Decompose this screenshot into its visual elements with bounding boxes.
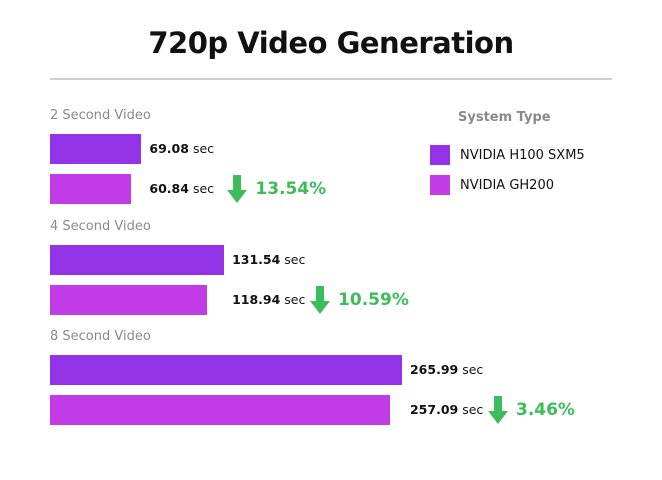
group-label: 4 Second Video — [50, 219, 151, 234]
legend-label-gh200: NVIDIA GH200 — [460, 177, 554, 193]
bar-gh200 — [50, 174, 131, 204]
arrow-down-icon — [227, 175, 248, 203]
legend-title: System Type — [458, 110, 551, 125]
value-unit: sec — [462, 362, 484, 377]
legend-swatch-h100 — [430, 145, 450, 165]
value-label: 265.99 sec — [410, 355, 483, 385]
group-label: 2 Second Video — [50, 108, 151, 123]
value-label: 131.54 sec — [232, 245, 305, 275]
value-unit: sec — [462, 402, 484, 417]
improvement-value: 10.59% — [338, 290, 409, 310]
bar-h100 — [50, 134, 142, 164]
value-number: 265.99 — [409, 362, 459, 377]
bar-gh200 — [50, 395, 391, 425]
value-number: 131.54 — [232, 252, 281, 267]
bar-gh200 — [50, 285, 208, 315]
chart-title: 720p Video Generation — [148, 26, 514, 60]
value-label: 257.09 sec — [410, 395, 483, 425]
legend-swatch-gh200 — [430, 175, 450, 195]
group-label: 8 Second Video — [50, 329, 151, 344]
title-divider — [50, 78, 612, 80]
value-number: 69.08 — [149, 141, 189, 156]
value-number: 60.84 — [149, 181, 189, 196]
bar-h100 — [50, 245, 225, 275]
improvement-label: 3.46% — [487, 395, 575, 425]
legend-item-h100: NVIDIA H100 SXM5 — [430, 145, 585, 165]
improvement-label: 13.54% — [227, 174, 326, 204]
improvement-label: 10.59% — [310, 285, 409, 315]
value-unit: sec — [284, 252, 306, 267]
value-label: 60.84 sec — [149, 174, 214, 204]
value-label: 69.08 sec — [149, 134, 214, 164]
value-unit: sec — [284, 292, 306, 307]
value-number: 257.09 — [409, 402, 459, 417]
value-unit: sec — [192, 181, 215, 196]
value-unit: sec — [192, 141, 215, 156]
improvement-value: 3.46% — [515, 400, 575, 420]
arrow-down-icon — [487, 396, 508, 424]
bar-h100 — [50, 355, 402, 385]
legend-label-h100: NVIDIA H100 SXM5 — [460, 147, 585, 163]
legend-item-gh200: NVIDIA GH200 — [430, 175, 554, 195]
improvement-value: 13.54% — [255, 179, 327, 199]
arrow-down-icon — [310, 286, 331, 314]
value-number: 118.94 — [232, 292, 281, 307]
value-label: 118.94 sec — [232, 285, 305, 315]
